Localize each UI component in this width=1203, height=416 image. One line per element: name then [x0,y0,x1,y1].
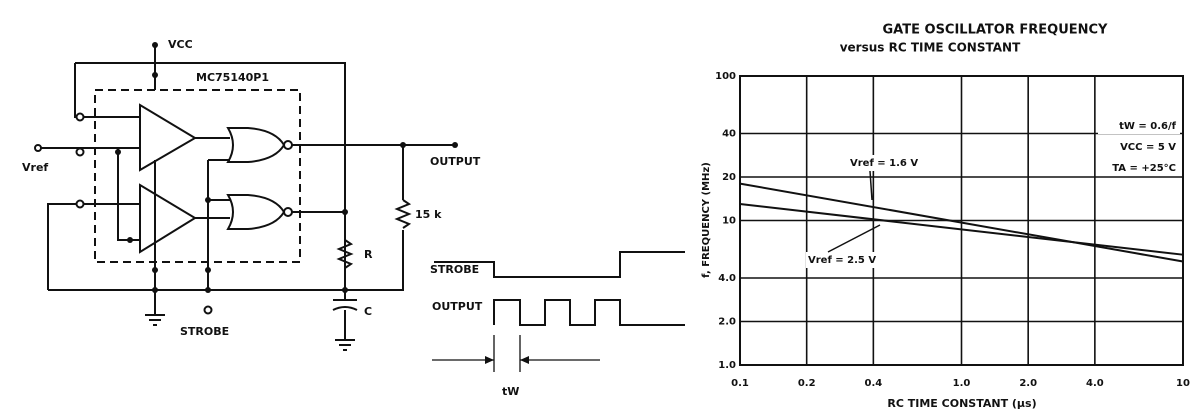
tw-label: tW [502,385,519,398]
x-tick-label: 2.0 [1019,378,1037,389]
bubble [283,140,293,150]
nor-gates [226,126,286,230]
resistors [336,199,412,269]
annotation-bg [1098,139,1180,155]
comparators [139,103,197,254]
timing-diagram: STROBE OUTPUT tW [430,251,685,398]
annotation: tW = 0.6/f [1119,121,1177,132]
vcc-label: VCC [168,38,193,51]
y-tick-label: 2.0 [718,317,736,328]
series-label: Vref = 1.6 V [850,158,918,169]
output-wave [493,299,685,326]
annotation: TA = +25°C [1112,163,1176,174]
chart-subtitle: versus RC TIME CONSTANT [840,41,1021,55]
y-tick-label: 10 [722,216,736,227]
wires [38,45,455,340]
label-leader [869,170,873,201]
output-label: OUTPUT [430,155,481,168]
c-label: C [364,305,372,318]
vref-label: Vref [22,161,48,174]
x-tick-label: 0.1 [731,378,749,389]
strobe-label: STROBE [180,325,229,338]
chart-title: GATE OSCILLATOR FREQUENCY [883,23,1109,38]
label-bg [806,252,896,268]
r-label: R [364,248,373,261]
annotation: VCC = 5 V [1120,142,1176,153]
y-tick-label: 4.0 [718,273,736,284]
tw-dimension [432,335,600,372]
timing-output: OUTPUT [432,300,483,313]
annotation-bg [1098,118,1180,134]
x-tick-label: 1.0 [953,378,971,389]
y-tick-label: 100 [715,71,736,82]
tw-arrows [485,356,529,364]
series-line [739,182,1184,263]
y-tick-label: 20 [722,172,736,183]
part-label: MC75140P1 [196,71,269,84]
package-outline [94,89,301,263]
timing-strobe: STROBE [430,263,479,276]
x-tick-label: 4.0 [1086,378,1104,389]
y-axis-label: f, FREQUENCY (MHz) [701,162,712,278]
bubble [283,207,293,217]
schematic: VCC MC75140P1 Vref OUTPUT 15 k R C STROB… [22,38,481,351]
nodes [115,42,458,293]
x-axis-label: RC TIME CONSTANT (µs) [887,397,1036,410]
series-label: Vref = 2.5 V [808,255,876,266]
annotation-bg [1098,160,1180,176]
label-bg [848,155,938,171]
plot-frame [739,75,1184,366]
x-tick-label: 0.2 [798,378,816,389]
x-tick-label: 10 [1176,378,1190,389]
series-line [739,203,1184,256]
label-leader [827,224,881,253]
strobe-wave [434,251,685,278]
r15k-label: 15 k [415,208,442,221]
y-tick-label: 1.0 [718,360,736,371]
cap-grounds [145,299,358,351]
x-tick-label: 0.4 [864,378,882,389]
y-tick-label: 40 [722,129,736,140]
